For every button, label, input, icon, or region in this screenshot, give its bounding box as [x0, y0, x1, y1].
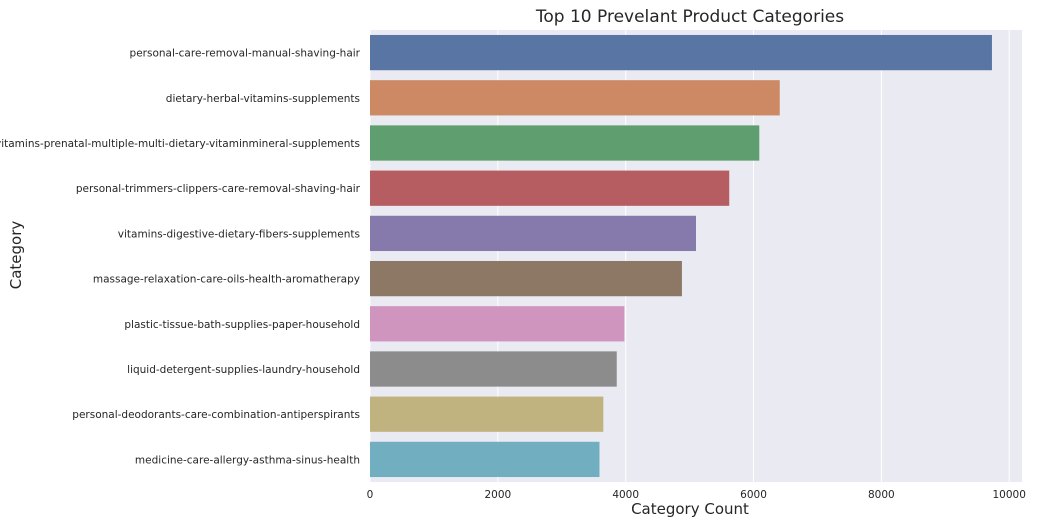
- bar: [370, 215, 696, 252]
- y-tick-label: liquid-detergent-supplies-laundry-househ…: [127, 364, 360, 376]
- y-tick-label: medicine-care-allergy-asthma-sinus-healt…: [135, 454, 360, 466]
- bars: [370, 34, 992, 478]
- y-tick-label: personal-trimmers-clippers-care-removal-…: [76, 183, 361, 195]
- x-axis-label: Category Count: [631, 500, 749, 518]
- bar: [370, 260, 682, 297]
- y-tick-label: vitamins-prenatal-multiple-multi-dietary…: [0, 138, 360, 150]
- x-tick-label: 4000: [612, 489, 639, 501]
- x-tick-label: 0: [367, 489, 374, 501]
- bar: [370, 441, 600, 478]
- x-tick-label: 6000: [740, 489, 767, 501]
- y-axis-label: Category: [7, 221, 25, 290]
- y-tick-label: personal-care-removal-manual-shaving-hai…: [130, 48, 361, 60]
- bar: [370, 34, 992, 71]
- y-tick-label: plastic-tissue-bath-supplies-paper-house…: [124, 319, 360, 331]
- bar: [370, 396, 604, 432]
- y-tick-labels: personal-care-removal-manual-shaving-hai…: [0, 48, 361, 467]
- x-tick-labels: 0 2000 4000 6000 8000 10000: [367, 489, 1026, 501]
- y-tick-label: dietary-herbal-vitamins-supplements: [166, 93, 360, 105]
- x-tick-label: 8000: [868, 489, 895, 501]
- bar: [370, 80, 780, 116]
- bar: [370, 306, 625, 342]
- x-tick-label: 10000: [993, 489, 1026, 501]
- y-tick-label: personal-deodorants-care-combination-ant…: [72, 409, 360, 421]
- bar: [370, 125, 760, 161]
- bar: [370, 170, 730, 206]
- x-tick-label: 2000: [484, 489, 511, 501]
- y-tick-label: vitamins-digestive-dietary-fibers-supple…: [118, 228, 360, 240]
- y-tick-label: massage-relaxation-care-oils-health-arom…: [93, 274, 360, 286]
- chart-title: Top 10 Prevelant Product Categories: [535, 7, 844, 27]
- bar: [370, 351, 617, 387]
